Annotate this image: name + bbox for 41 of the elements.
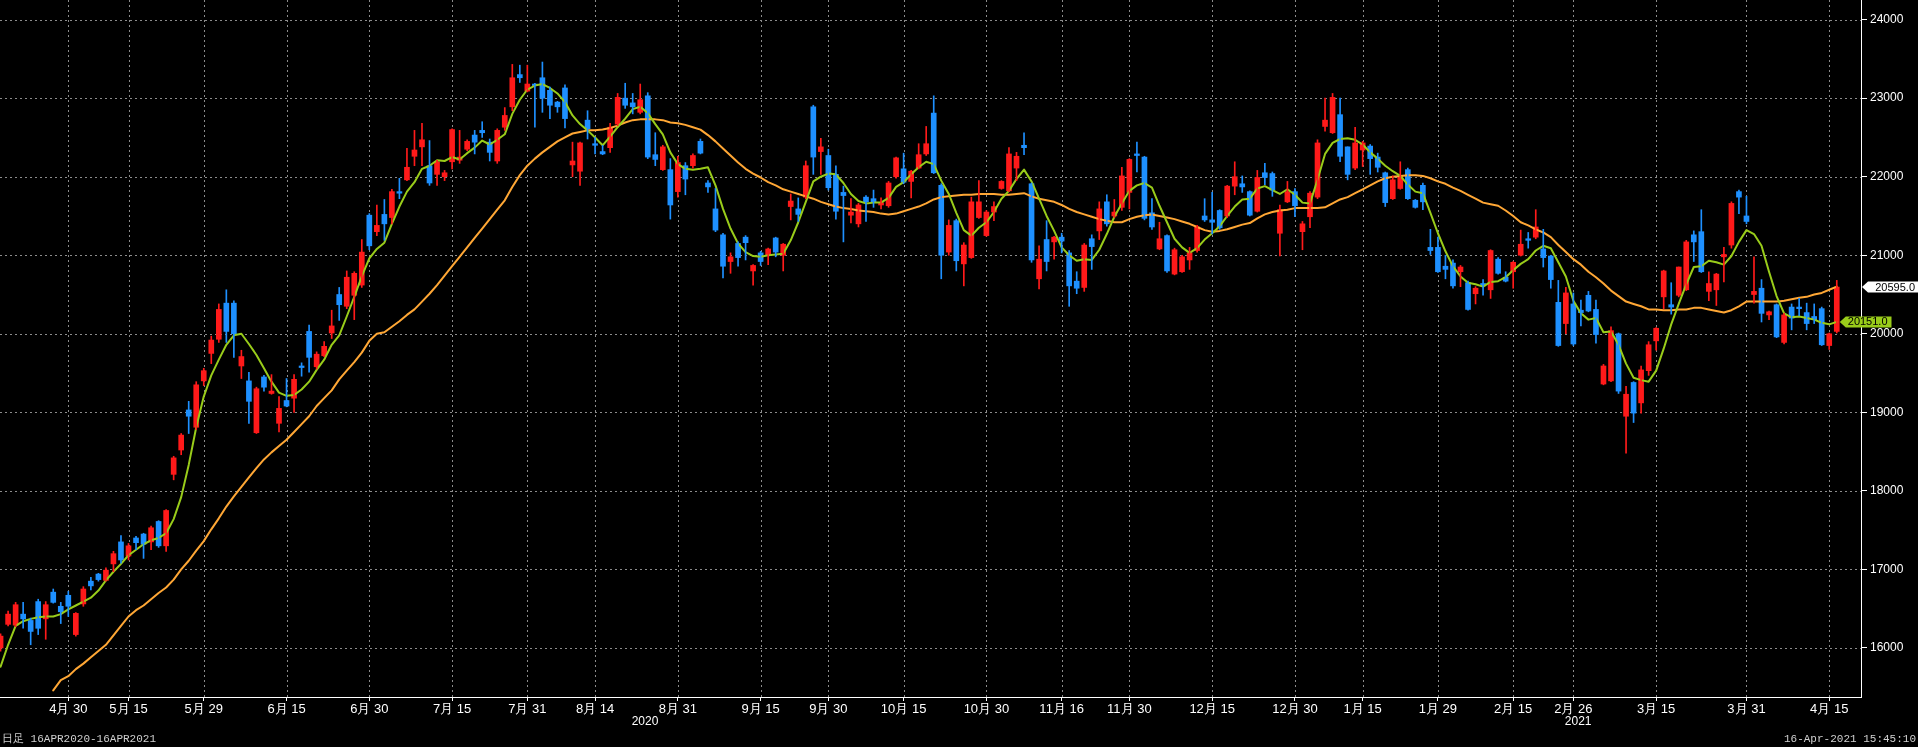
x-tick-label: 5月 29 [184, 701, 223, 717]
x-tick-label: 2月 26 [1554, 701, 1593, 717]
text: 2021 [1564, 714, 1592, 729]
y-tick-label: 21000 [1870, 247, 1904, 262]
x-tick-label: 10月 15 [880, 701, 927, 717]
text: 2020 [631, 714, 659, 729]
text: 16-Apr-2021 15:45:10 [1783, 732, 1916, 745]
y-tick-label: 19000 [1870, 404, 1904, 419]
candlestick [1525, 232, 1532, 249]
x-tick-label: 7月 31 [508, 701, 547, 717]
x-tick-label: 3月 15 [1637, 701, 1676, 717]
y-tick-label: 17000 [1870, 561, 1904, 576]
y-tick-label: 18000 [1870, 483, 1904, 498]
y-tick-label: 16000 [1870, 640, 1904, 655]
y-tick-label: 23000 [1870, 90, 1904, 105]
x-tick-label: 4月 15 [1810, 701, 1849, 717]
x-tick-label: 2月 15 [1494, 701, 1533, 717]
x-tick-label: 4月 30 [49, 701, 88, 717]
x-tick-label: 8月 31 [658, 701, 698, 717]
x-tick-label: 7月 15 [432, 701, 472, 717]
x-tick-label: 10月 30 [963, 701, 1010, 717]
x-tick-label: 11月 30 [1107, 701, 1152, 717]
x-tick-label: 11月 16 [1039, 701, 1084, 717]
y-tick-label: 24000 [1870, 11, 1904, 26]
text: 日足 16APR2020-16APR2021 [2, 732, 157, 745]
data-label: 20151.0 [1847, 315, 1888, 328]
x-tick-label: 6月 15 [267, 701, 306, 717]
x-tick-label: 3月 31 [1727, 701, 1766, 717]
x-tick-label: 8月 14 [575, 701, 615, 717]
x-tick-label: 1月 29 [1418, 701, 1458, 717]
x-tick-label: 12月 15 [1189, 701, 1235, 717]
y-tick-label: 20000 [1870, 326, 1904, 341]
text: 20595.0 [1875, 280, 1915, 293]
candlestick [592, 137, 598, 155]
x-tick-label: 9月 30 [809, 701, 848, 717]
y-tick-label: 22000 [1870, 169, 1904, 184]
x-tick-label: 1月 15 [1343, 701, 1382, 717]
x-tick-label: 9月 15 [741, 701, 780, 717]
x-tick-label: 6月 30 [350, 701, 389, 717]
x-tick-label: 12月 30 [1272, 701, 1318, 717]
x-tick-label: 5月 15 [109, 701, 148, 717]
